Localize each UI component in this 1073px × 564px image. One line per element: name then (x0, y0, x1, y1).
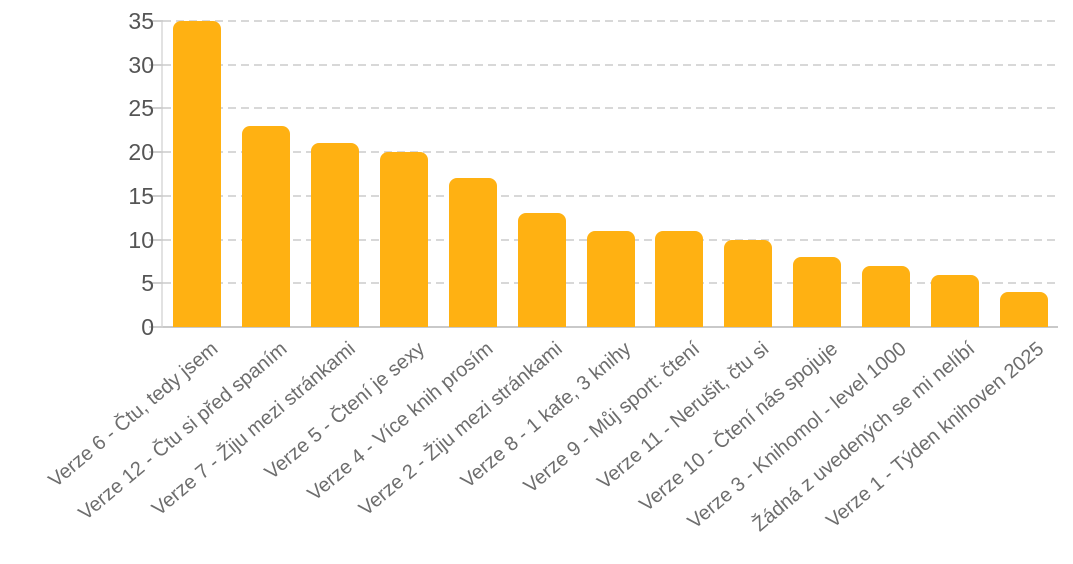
y-axis-tick-label: 5 (141, 270, 154, 297)
bar (242, 125, 291, 327)
y-axis-tick-label: 20 (128, 139, 154, 166)
bar (311, 143, 360, 327)
gridline (163, 107, 1058, 110)
bar (655, 230, 704, 327)
y-axis-tick-label: 15 (128, 182, 154, 209)
gridline (163, 194, 1058, 197)
bar (379, 152, 428, 327)
bar (448, 178, 497, 327)
bar (173, 21, 222, 327)
gridline (163, 20, 1058, 22)
gridline (163, 63, 1058, 66)
y-axis-tick-label: 0 (141, 314, 154, 340)
y-axis-tick (149, 151, 163, 154)
y-axis-tick (149, 20, 163, 22)
y-axis-tick-label: 10 (128, 226, 154, 253)
bar (586, 230, 635, 327)
y-axis-tick-label: 30 (128, 51, 154, 78)
y-axis-tick-label: 35 (128, 8, 154, 34)
bar (999, 292, 1048, 327)
bar (724, 239, 773, 327)
bar (793, 257, 842, 327)
y-axis-tick (149, 282, 163, 285)
bar (930, 274, 979, 327)
y-axis-tick (149, 194, 163, 197)
bar (861, 265, 910, 327)
y-axis-tick (149, 238, 163, 241)
y-axis-tick-label: 25 (128, 95, 154, 122)
y-axis-tick (149, 63, 163, 66)
x-axis-baseline (161, 326, 1058, 328)
y-axis-tick (149, 107, 163, 110)
y-axis-tick (149, 326, 163, 328)
y-axis-line (161, 21, 163, 327)
gridline (163, 151, 1058, 154)
bar (517, 213, 566, 327)
